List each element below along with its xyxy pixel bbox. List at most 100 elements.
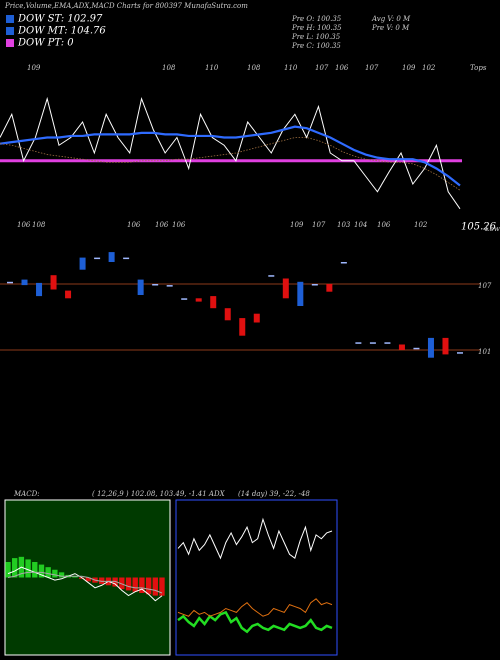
candle <box>94 257 101 260</box>
candle <box>7 281 13 284</box>
top-label: 108 <box>247 64 261 72</box>
histogram-bar <box>132 577 138 592</box>
candle <box>355 342 362 344</box>
candle <box>297 281 304 306</box>
histogram-bar <box>152 577 158 596</box>
candle <box>413 347 420 350</box>
histogram-bar <box>112 577 118 587</box>
low-label: 106 <box>127 221 141 229</box>
candle <box>340 262 347 264</box>
candle <box>239 318 246 336</box>
adx-panel <box>175 499 338 656</box>
series-line <box>177 598 333 617</box>
candle <box>21 279 28 286</box>
histogram-bar <box>99 577 105 584</box>
candle <box>152 284 159 286</box>
stat: Avg V: 0 M <box>371 15 411 23</box>
low-label: 103 <box>337 221 351 229</box>
candle <box>50 275 57 290</box>
low-label: 104 <box>354 221 367 229</box>
top-label: 107 <box>365 64 379 72</box>
stat: Pre O: 100.35 <box>291 15 342 23</box>
top-label: 107 <box>315 64 329 72</box>
legend-label: DOW MT: 104.76 <box>17 26 106 37</box>
candle <box>384 342 391 344</box>
histogram-bar <box>145 577 152 595</box>
adx-text: (14 day) 39, -22, -48 <box>238 490 310 498</box>
candle <box>369 342 376 344</box>
y-tick-label: 101 <box>478 348 491 356</box>
histogram-bar <box>45 567 51 578</box>
top-label: 106 <box>335 64 349 72</box>
stat: Pre H: 100.35 <box>291 24 342 32</box>
y-tick-label: 107 <box>478 282 492 290</box>
stat: Pre C: 100.35 <box>291 42 341 50</box>
lows-value: 105.26 <box>461 222 497 233</box>
candle <box>268 275 275 277</box>
top-label: 109 <box>27 64 41 72</box>
series-line <box>0 125 461 187</box>
candle <box>457 352 463 354</box>
top-label: 102 <box>422 64 436 72</box>
histogram-bar <box>38 564 45 578</box>
top-label: 108 <box>162 64 176 72</box>
candle <box>282 278 289 299</box>
low-label: 108 <box>32 221 46 229</box>
tops-caption: Tops <box>470 64 487 72</box>
lows-caption: Lows <box>484 225 500 233</box>
series-line <box>7 571 163 594</box>
candle <box>224 308 231 321</box>
candle <box>137 279 144 295</box>
histogram-bar <box>32 562 38 578</box>
low-label: 106 <box>155 221 169 229</box>
top-label: 109 <box>402 64 416 72</box>
histogram-bar <box>25 559 31 578</box>
legend-swatch <box>6 27 14 35</box>
histogram-bar <box>52 569 58 578</box>
histogram-bar <box>119 577 125 590</box>
candle <box>195 298 202 302</box>
low-label: 106 <box>377 221 391 229</box>
series-line <box>0 137 461 191</box>
low-label: 107 <box>312 221 326 229</box>
candle <box>36 282 43 297</box>
candle <box>326 284 333 292</box>
low-label: 102 <box>414 221 428 229</box>
title: Price,Volume,EMA,ADX,MACD Charts for 800… <box>4 2 248 10</box>
histogram-bar <box>159 577 165 596</box>
low-label: 106 <box>17 221 31 229</box>
candle <box>253 313 260 323</box>
macd-name: MACD: <box>13 490 40 498</box>
histogram-bar <box>78 577 85 579</box>
legend-label: DOW PT: 0 <box>17 38 74 49</box>
stat: Pre V: 0 M <box>371 24 410 32</box>
candle <box>398 344 405 350</box>
legend-swatch <box>6 39 14 47</box>
low-label: 106 <box>172 221 186 229</box>
top-label: 110 <box>205 64 219 72</box>
candle <box>427 337 434 358</box>
series-line <box>0 96 461 210</box>
histogram-bar <box>125 577 132 591</box>
histogram-bar <box>72 576 78 578</box>
series-line <box>177 610 333 634</box>
legend-swatch <box>6 15 14 23</box>
histogram-bar <box>85 577 92 582</box>
top-label: 110 <box>284 64 298 72</box>
histogram-bar <box>12 558 18 578</box>
macd-text: ( 12,26,9 ) 102.08, 103.49, -1.41 ADX <box>92 490 226 498</box>
candle <box>108 252 115 262</box>
histogram-bar <box>139 577 145 593</box>
histogram-bar <box>58 572 65 578</box>
stat: Pre L: 100.35 <box>291 33 341 41</box>
candle <box>123 257 130 260</box>
candle <box>181 298 188 300</box>
candle <box>65 290 72 299</box>
legend-label: DOW ST: 102.97 <box>17 14 103 25</box>
series-line <box>177 517 333 560</box>
candle <box>442 337 449 355</box>
histogram-bar <box>5 562 11 578</box>
candle <box>210 296 217 309</box>
